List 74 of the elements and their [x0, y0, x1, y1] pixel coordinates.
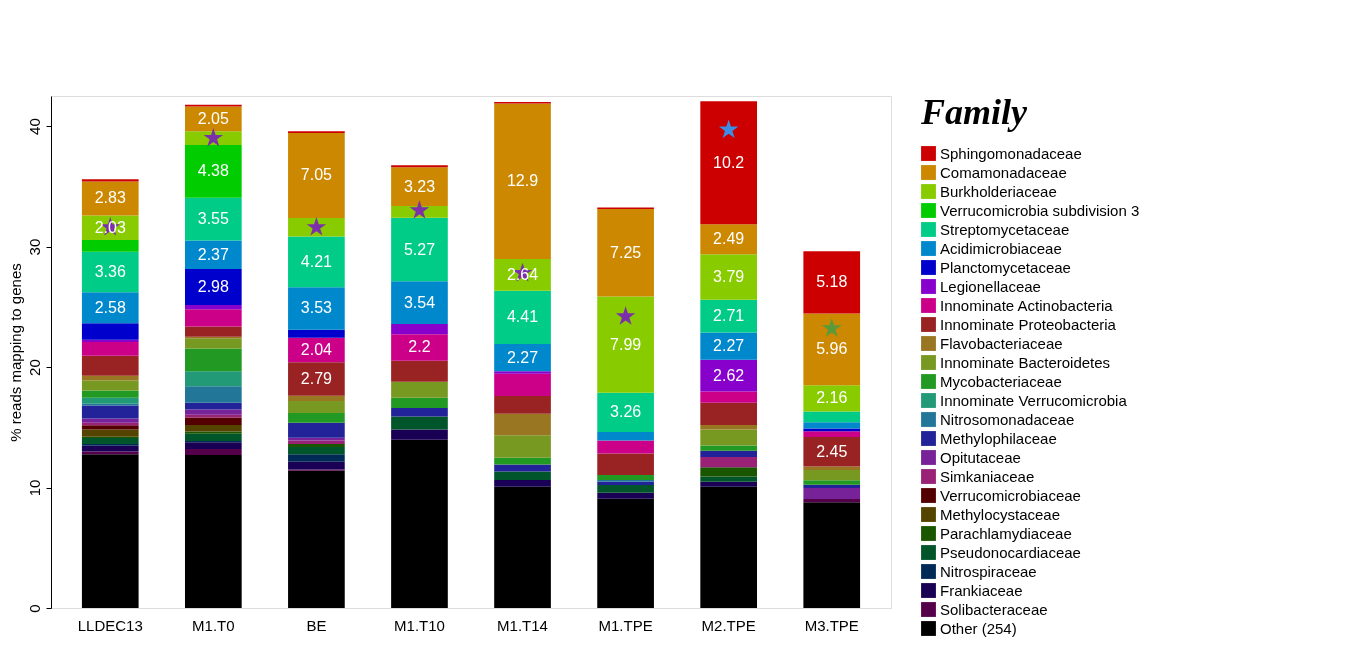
legend-label: Comamonadaceae	[940, 163, 1067, 181]
y-tick-label: 40	[25, 118, 43, 135]
y-axis-title: % reads mapping to genes	[6, 263, 24, 442]
data-label: 5.96	[816, 340, 848, 358]
legend-label: Innominate Bacteroidetes	[940, 353, 1111, 371]
x-tick-label: M1.T10	[394, 616, 445, 634]
x-tick-label: M1.T14	[497, 616, 548, 634]
data-label: 2.27	[506, 348, 539, 366]
legend-title: Family	[920, 92, 1029, 132]
legend-label: Methylophilaceae	[940, 429, 1057, 447]
legend-label: Pseudonocardiaceae	[940, 543, 1081, 561]
data-label: 2.71	[713, 307, 745, 325]
data-label: 2.45	[816, 442, 848, 460]
data-label: 3.26	[610, 403, 642, 421]
legend-label: Simkaniaceae	[940, 467, 1035, 485]
x-tick-label: M1.T0	[192, 616, 235, 634]
legend-label: Opitutaceae	[940, 448, 1021, 466]
data-label: 12.9	[506, 172, 539, 190]
legend-label: Burkholderiaceae	[940, 182, 1057, 200]
y-tick-label: 0	[25, 604, 43, 613]
data-label: 2.98	[197, 277, 229, 295]
data-label: 7.99	[610, 335, 642, 353]
x-tick-label: LLDEC13	[77, 616, 143, 634]
data-label: 7.25	[610, 243, 642, 261]
legend-label: Solibacteraceae	[940, 600, 1048, 618]
data-label: 2.05	[197, 109, 229, 127]
data-label: 2.27	[713, 337, 745, 355]
y-tick-label: 10	[25, 479, 43, 497]
legend-label: Acidimicrobiaceae	[940, 239, 1062, 257]
data-label: 2.83	[94, 189, 126, 207]
data-label: 2.2	[408, 338, 431, 356]
legend-label: Sphingomonadaceae	[940, 144, 1082, 162]
data-label: 4.21	[300, 252, 333, 270]
legend-label: Flavobacteriaceae	[940, 334, 1063, 352]
legend-label: Innominate Verrucomicrobia	[940, 391, 1128, 409]
legend-label: Other (254)	[940, 619, 1017, 637]
data-label: 3.36	[94, 262, 126, 280]
x-tick-label: M1.TPE	[598, 616, 653, 634]
data-label: 4.41	[506, 308, 539, 326]
legend-label: Parachlamydiaceae	[940, 524, 1072, 542]
data-label: 3.53	[300, 299, 333, 317]
legend-label: Verrucomicrobia subdivision 3	[940, 201, 1140, 219]
data-label: 4.38	[197, 162, 229, 180]
data-label: 2.37	[197, 245, 229, 263]
legend-label: Mycobacteriaceae	[940, 372, 1062, 390]
legend-label: Frankiaceae	[940, 581, 1023, 599]
data-label: 2.62	[713, 366, 745, 384]
data-label: 3.23	[403, 177, 436, 195]
x-tick-label: M3.TPE	[804, 616, 859, 634]
data-label: 3.54	[403, 293, 436, 311]
data-label: 2.79	[300, 370, 333, 388]
data-label: 3.79	[713, 268, 745, 286]
x-tick-label: BE	[306, 616, 327, 634]
legend-label: Streptomycetaceae	[940, 220, 1070, 238]
y-tick-label: 30	[25, 238, 43, 256]
data-label: 5.27	[403, 240, 436, 258]
legend-label: Verrucomicrobiaceae	[940, 486, 1081, 504]
x-tick-label: M2.TPE	[701, 616, 756, 634]
legend-label: Nitrospiraceae	[940, 562, 1037, 580]
legend-label: Innominate Actinobacteria	[940, 296, 1114, 314]
legend-label: Innominate Proteobacteria	[940, 315, 1117, 333]
y-tick-label: 20	[25, 359, 43, 376]
data-label: 10.2	[713, 153, 745, 171]
legend-label: Methylocystaceae	[940, 505, 1061, 523]
legend-label: Planctomycetaceae	[940, 258, 1071, 276]
legend-label: Nitrosomonadaceae	[940, 410, 1075, 428]
data-label: 2.58	[94, 298, 126, 316]
data-label: 2.16	[816, 389, 848, 407]
data-label: 5.18	[816, 273, 848, 291]
data-label: 3.55	[197, 210, 229, 228]
data-label: 7.05	[300, 166, 333, 184]
legend-label: Legionellaceae	[940, 277, 1041, 295]
data-label: 2.04	[300, 340, 333, 358]
data-label: 2.49	[713, 230, 745, 248]
